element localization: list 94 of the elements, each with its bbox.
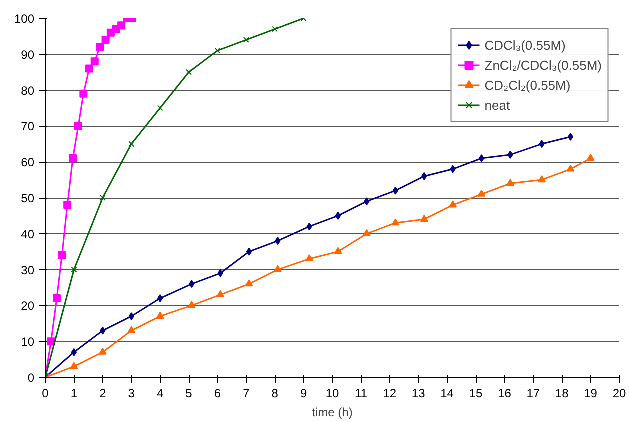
point — [98, 348, 107, 355]
legend-label: CDCl₃(0.55M) — [484, 38, 566, 52]
point — [70, 362, 78, 370]
x-tick-label: 2 — [100, 386, 107, 400]
point — [364, 198, 370, 206]
point — [128, 326, 136, 334]
x-tick-label: 19 — [584, 386, 598, 400]
x-tick-label: 9 — [300, 386, 308, 400]
point — [218, 269, 224, 278]
legend-label: ZnCl₂/CDCl₃(0.55M) — [484, 58, 602, 72]
point — [69, 154, 78, 163]
x-tick-label: 16 — [498, 386, 512, 400]
x-tick-label: 7 — [243, 386, 250, 400]
point — [272, 26, 278, 32]
y-tick-label: 80 — [21, 84, 35, 98]
point — [245, 280, 254, 287]
point — [90, 58, 99, 66]
x-tick-label: 17 — [526, 386, 540, 400]
point — [275, 237, 281, 246]
y-tick-label: 0 — [28, 371, 35, 385]
point — [71, 266, 78, 273]
point — [118, 22, 126, 30]
point — [216, 290, 225, 298]
y-tick-label: 40 — [21, 227, 35, 242]
x-tick-label: 0 — [42, 386, 50, 400]
y-tick-label: 30 — [21, 263, 35, 278]
point — [157, 294, 164, 303]
point — [85, 64, 94, 73]
point — [156, 312, 164, 319]
x-tick-label: 5 — [186, 386, 193, 400]
point — [478, 154, 485, 163]
x-tick-label: 13 — [412, 386, 426, 400]
point — [100, 326, 106, 335]
x-axis-title: time (h) — [312, 406, 353, 420]
x-tick-label: 15 — [469, 386, 483, 400]
x-tick-label: 8 — [272, 386, 279, 400]
point — [506, 179, 514, 186]
x-tick-label: 11 — [354, 386, 368, 400]
point — [188, 301, 196, 308]
point — [568, 132, 574, 141]
point — [71, 348, 78, 356]
point — [422, 172, 428, 180]
point — [52, 294, 61, 303]
point — [243, 37, 250, 44]
point — [478, 190, 486, 197]
point — [58, 251, 66, 260]
point — [362, 229, 371, 236]
point — [586, 154, 595, 162]
point — [392, 218, 400, 226]
point — [64, 201, 72, 210]
x-tick-label: 4 — [156, 386, 164, 400]
point — [306, 222, 312, 231]
y-tick-label: 50 — [21, 192, 35, 206]
point — [186, 69, 192, 76]
point — [74, 122, 83, 130]
point — [508, 150, 514, 159]
y-tick-label: 10 — [21, 335, 35, 350]
legend-label: CD₂Cl₂(0.55M) — [484, 78, 571, 92]
x-tick-label: 10 — [326, 386, 340, 400]
point — [102, 36, 110, 44]
point — [335, 212, 342, 220]
legend-label: neat — [484, 98, 510, 112]
point — [157, 105, 164, 112]
point — [420, 215, 428, 222]
point — [80, 90, 88, 98]
x-tick-label: 1 — [70, 386, 78, 400]
x-tick-label: 14 — [440, 386, 454, 400]
point — [566, 164, 575, 172]
point — [538, 176, 546, 183]
point — [274, 265, 282, 272]
y-tick-label: 20 — [21, 299, 35, 314]
point — [450, 165, 456, 174]
point — [189, 280, 195, 288]
point — [100, 195, 106, 201]
x-tick-label: 18 — [555, 386, 570, 400]
point — [306, 254, 314, 262]
point — [128, 141, 135, 148]
point — [214, 48, 221, 54]
point — [47, 338, 56, 346]
point — [334, 247, 342, 254]
x-tick-label: 3 — [128, 386, 136, 400]
point — [128, 312, 134, 320]
point — [392, 186, 398, 195]
y-tick-label: 70 — [21, 120, 35, 134]
point — [246, 248, 252, 256]
point — [96, 43, 104, 52]
y-tick-label: 90 — [21, 48, 35, 62]
y-tick-label: 60 — [21, 156, 35, 170]
x-tick-label: 6 — [214, 386, 222, 400]
point — [449, 200, 458, 208]
point — [539, 140, 545, 148]
x-tick-label: 12 — [383, 386, 397, 400]
x-tick-label: 20 — [612, 386, 626, 400]
y-tick-label: 100 — [14, 12, 35, 26]
